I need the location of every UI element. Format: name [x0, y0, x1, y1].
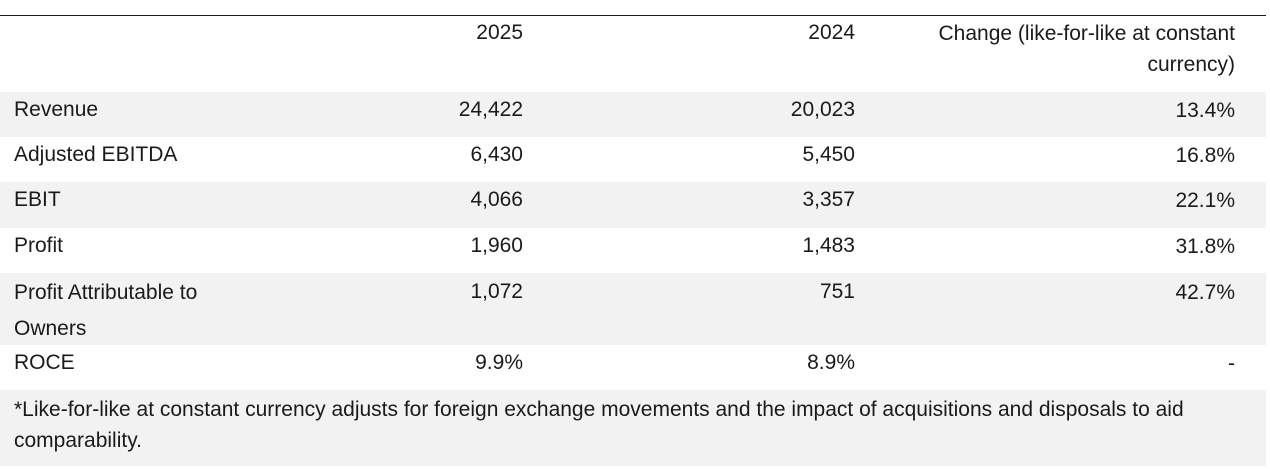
- header-2024: 2024: [808, 21, 855, 44]
- table-row: Profit Attributable to Owners 1,072 751 …: [0, 273, 1266, 345]
- value-change: 16.8%: [1175, 144, 1235, 167]
- value-2025: 1,072: [470, 280, 523, 303]
- table-row: ROCE 9.9% 8.9% -: [0, 345, 1266, 390]
- value-2025: 1,960: [470, 234, 523, 257]
- value-2024: 1,483: [802, 234, 855, 257]
- table-row: Revenue 24,422 20,023 13.4%: [0, 92, 1266, 137]
- value-2024: 3,357: [802, 188, 855, 211]
- value-2024: 751: [819, 280, 855, 303]
- value-2025: 24,422: [458, 98, 523, 121]
- row-label: Adjusted EBITDA: [14, 143, 178, 166]
- table-header-row: 2025 2024 Change (like-for-like at const…: [0, 18, 1266, 92]
- row-label: ROCE: [14, 351, 75, 374]
- value-2025: 6,430: [470, 143, 523, 166]
- table-row: Adjusted EBITDA 6,430 5,450 16.8%: [0, 137, 1266, 182]
- row-label: Profit Attributable to Owners: [14, 281, 198, 340]
- row-label: Profit: [14, 234, 64, 257]
- header-change: Change (like-for-like at constant curren…: [938, 22, 1235, 76]
- table-footnote-row: *Like-for-like at constant currency adju…: [0, 390, 1266, 466]
- value-change: 31.8%: [1175, 235, 1235, 258]
- table-row: EBIT 4,066 3,357 22.1%: [0, 182, 1266, 228]
- value-2024: 20,023: [790, 98, 855, 121]
- value-2024: 5,450: [802, 143, 855, 166]
- row-label: EBIT: [14, 188, 61, 211]
- value-change: 42.7%: [1175, 281, 1235, 304]
- header-2025: 2025: [476, 21, 523, 44]
- value-2025: 9.9%: [475, 351, 523, 374]
- value-2024: 8.9%: [807, 351, 855, 374]
- value-change: 13.4%: [1175, 99, 1235, 122]
- table-top-rule: [0, 15, 1266, 16]
- footnote: *Like-for-like at constant currency adju…: [14, 398, 1184, 452]
- value-change: -: [1228, 352, 1235, 375]
- value-change: 22.1%: [1175, 189, 1235, 212]
- table-row: Profit 1,960 1,483 31.8%: [0, 228, 1266, 273]
- value-2025: 4,066: [470, 188, 523, 211]
- row-label: Revenue: [14, 98, 99, 121]
